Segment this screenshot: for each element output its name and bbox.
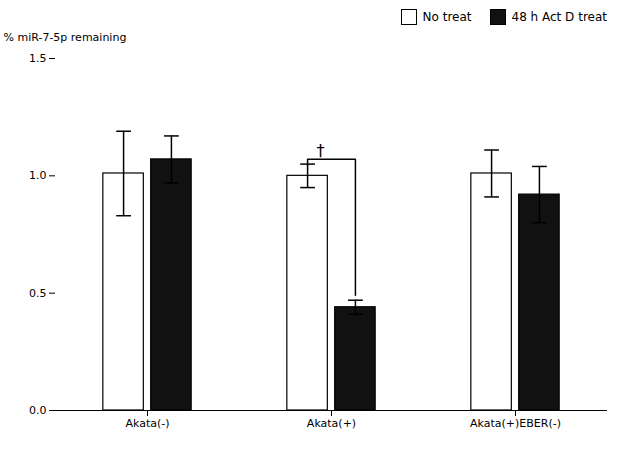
- svg-text:0.0: 0.0: [29, 404, 47, 417]
- svg-text:1.0: 1.0: [29, 169, 47, 182]
- svg-text:0.5: 0.5: [29, 287, 47, 300]
- svg-text:1.5: 1.5: [29, 52, 47, 65]
- svg-text:Akata(-): Akata(-): [125, 417, 169, 430]
- html-text:No treat: No treat: [422, 10, 472, 24]
- svg-text:% miR-7-5p remaining: % miR-7-5p remaining: [4, 31, 127, 44]
- svg-text:†: †: [316, 141, 324, 160]
- html-text:48 h Act D treat: 48 h Act D treat: [511, 10, 607, 24]
- svg-text:Akata(+)EBER(-): Akata(+)EBER(-): [470, 417, 561, 430]
- svg-text:Akata(+): Akata(+): [307, 417, 356, 430]
